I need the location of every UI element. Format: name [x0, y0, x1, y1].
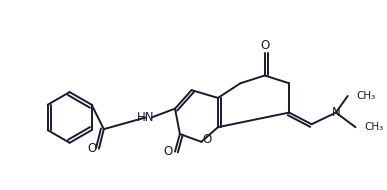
Text: CH₃: CH₃: [364, 122, 384, 132]
Text: O: O: [164, 145, 173, 158]
Text: O: O: [87, 142, 97, 155]
Text: CH₃: CH₃: [356, 91, 376, 101]
Text: N: N: [332, 106, 340, 119]
Text: HN: HN: [137, 111, 154, 124]
Text: O: O: [260, 39, 269, 52]
Text: O: O: [202, 133, 212, 146]
